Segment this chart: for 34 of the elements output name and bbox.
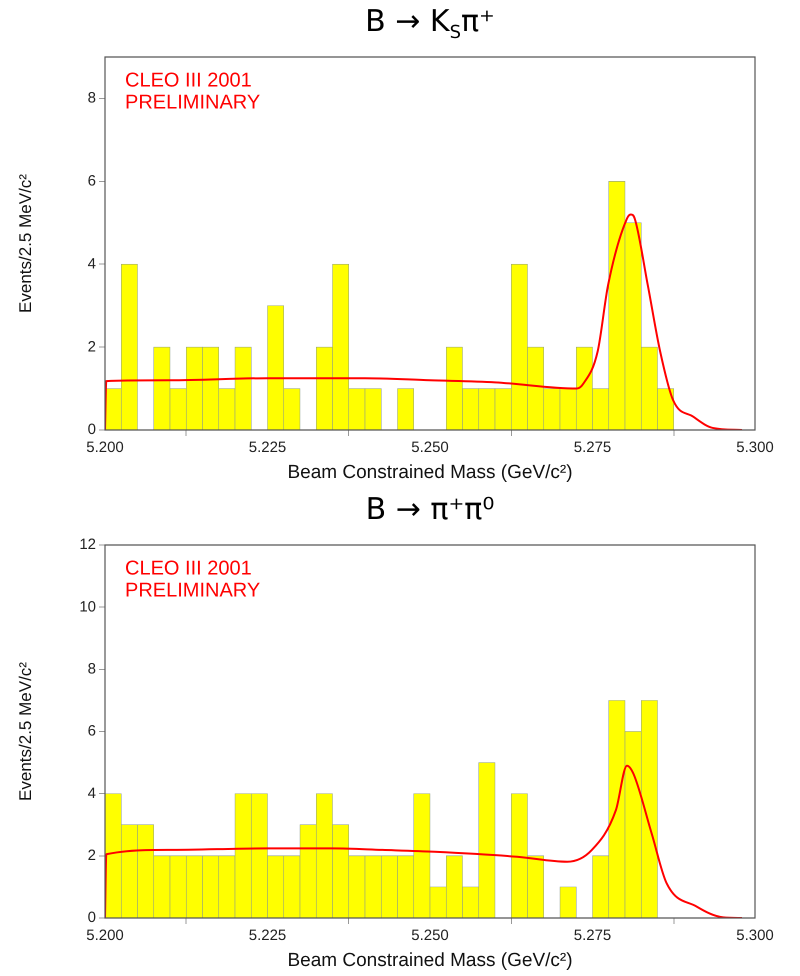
annotation: PRELIMINARY <box>125 580 260 602</box>
x-tick-label: 5.200 <box>86 927 124 944</box>
y-tick-label: 10 <box>79 598 96 616</box>
y-tick-label: 4 <box>88 255 96 272</box>
annotation: CLEO III 2001 <box>125 70 252 92</box>
y-tick-label: 2 <box>88 338 96 356</box>
x-axis-title: Beam Constrained Mass (GeV/c²) <box>287 462 573 483</box>
y-tick-label: 2 <box>88 846 96 864</box>
annotation: CLEO III 2001 <box>125 558 252 580</box>
y-tick-label: 0 <box>88 909 96 926</box>
y-tick-label: 8 <box>88 660 96 678</box>
y-tick-label: 0 <box>88 421 96 438</box>
y-axis-title: Events/2.5 MeV/c² <box>16 174 35 313</box>
x-tick-label: 5.250 <box>411 927 449 944</box>
annotation: PRELIMINARY <box>125 92 260 114</box>
x-tick-label: 5.275 <box>574 927 612 944</box>
x-tick-label: 5.225 <box>248 439 286 456</box>
y-tick-label: 12 <box>79 536 96 554</box>
y-tick-label: 6 <box>88 172 96 190</box>
line-series <box>105 764 743 918</box>
x-tick-label: 5.225 <box>248 927 286 944</box>
x-tick-label: 5.250 <box>411 439 449 456</box>
y-tick-label: 4 <box>88 784 96 802</box>
y-tick-label: 8 <box>88 90 96 107</box>
line-series <box>105 213 743 430</box>
y-axis-title: Events/2.5 MeV/c² <box>16 662 35 801</box>
y-tick-label: 6 <box>88 722 96 740</box>
x-tick-label: 5.300 <box>736 927 774 944</box>
x-tick-label: 5.275 <box>574 439 612 456</box>
chart-title: B → K$_{S}$π⁺ <box>364 4 496 43</box>
x-axis-title: Beam Constrained Mass (GeV/c²) <box>287 950 573 971</box>
x-tick-label: 5.200 <box>86 439 124 456</box>
x-tick-label: 5.300 <box>736 439 774 456</box>
chart-title: B → π⁺π⁰ <box>364 492 496 527</box>
